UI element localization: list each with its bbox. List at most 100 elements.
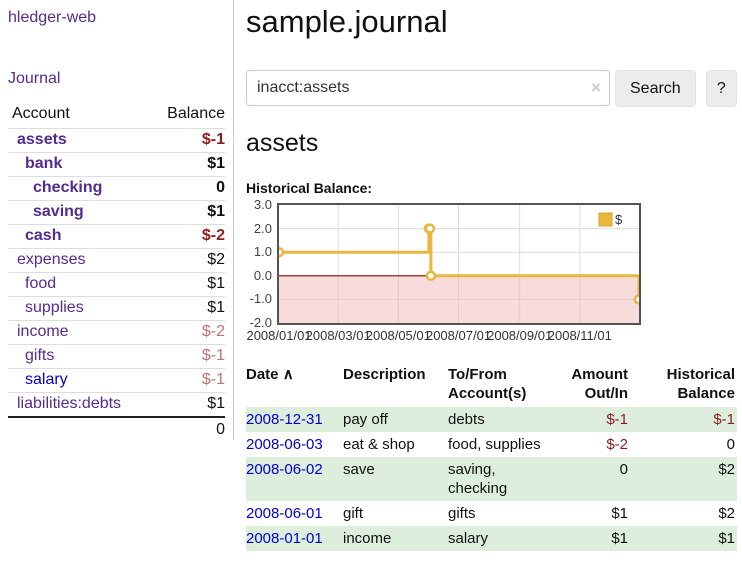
account-link-salary[interactable]: salary — [25, 371, 68, 388]
transaction-balance: $-1 — [713, 411, 735, 428]
y-tick-label: 3.0 — [253, 197, 272, 212]
register-table: Date ∧ Description To/From Account(s) Am… — [246, 365, 737, 551]
register-row[interactable]: 2008-06-02 save saving, checking 0 $2 — [246, 457, 737, 501]
account-row: checking 0 — [8, 176, 225, 200]
account-row: saving $1 — [8, 200, 225, 224]
hledger-web-app: hledger-web Journal Account Balance asse… — [0, 0, 742, 551]
historical-balance-chart: 3.0 2.0 1.0 0.0 -1.0 -2.0 $ 2008/01/01 2008/03… — [246, 198, 737, 351]
account-balance: $1 — [207, 155, 225, 172]
account-balance: $-1 — [201, 371, 225, 388]
transaction-amount: 0 — [619, 461, 628, 478]
sidebar-item-journal[interactable]: Journal — [8, 70, 61, 87]
transaction-balance: $1 — [718, 530, 735, 547]
transaction-date-link[interactable]: 2008-12-31 — [246, 411, 323, 428]
transaction-date-link[interactable]: 2008-06-03 — [246, 436, 323, 453]
transaction-description: income — [343, 530, 392, 547]
transaction-date-link[interactable]: 2008-06-02 — [246, 461, 323, 478]
account-row: bank $1 — [8, 152, 225, 176]
page-title: sample.journal — [246, 4, 448, 39]
account-row: cash $-2 — [8, 224, 225, 248]
x-tick-label: 2008/01/01 — [246, 328, 312, 343]
x-tick-label: 2008/05/01 — [365, 328, 431, 343]
x-tick-label: 2008/09/01 — [487, 328, 553, 343]
register-row[interactable]: 2008-12-31 pay off debts $-1 $-1 — [246, 407, 737, 432]
transaction-accounts: saving, checking — [448, 461, 508, 497]
x-tick-label: 2008/07/01 — [425, 328, 492, 343]
accounts-total-row: 0 — [8, 416, 225, 442]
y-tick-label: 1.0 — [253, 244, 272, 260]
sort-ascending-icon: ∧ — [282, 366, 294, 383]
account-link-income[interactable]: income — [17, 323, 69, 340]
account-link-bank[interactable]: bank — [25, 155, 63, 172]
transaction-accounts: debts — [448, 411, 485, 428]
search-input[interactable] — [246, 70, 610, 106]
account-link-expenses[interactable]: expenses — [17, 251, 86, 268]
account-balance: $1 — [207, 395, 225, 412]
transaction-description: gift — [343, 505, 364, 522]
account-link-checking[interactable]: checking — [33, 179, 103, 196]
account-link-assets[interactable]: assets — [17, 131, 67, 148]
transaction-accounts: gifts — [448, 505, 476, 522]
help-button[interactable]: ? — [705, 70, 737, 107]
transaction-accounts: food, supplies — [448, 436, 541, 453]
register-row[interactable]: 2008-01-01 income salary $1 $1 — [246, 526, 737, 551]
register-row[interactable]: 2008-06-03 eat & shop food, supplies $-2… — [246, 432, 737, 457]
accounts-table-header: Account Balance — [8, 103, 225, 128]
account-balance: $1 — [207, 299, 225, 316]
x-tick-label: 2008/03/01 — [305, 328, 371, 343]
account-link-supplies[interactable]: supplies — [25, 299, 84, 316]
transaction-description: eat & shop — [343, 436, 415, 453]
account-balance: $1 — [207, 275, 225, 292]
account-row: expenses $2 — [8, 248, 225, 272]
search-button[interactable]: Search — [615, 70, 696, 107]
transaction-description: save — [343, 461, 375, 478]
transaction-date-link[interactable]: 2008-06-01 — [246, 505, 323, 522]
account-row: assets $-1 — [8, 128, 225, 152]
account-balance: $2 — [207, 251, 225, 268]
transaction-amount: $1 — [611, 530, 628, 547]
y-tick-label: -1.0 — [249, 291, 272, 307]
transaction-balance: 0 — [726, 436, 735, 453]
sidebar: hledger-web Journal Account Balance asse… — [0, 0, 234, 440]
transaction-balance: $2 — [718, 505, 735, 522]
svg-text:$: $ — [615, 212, 623, 227]
balance-column-header: Balance — [167, 105, 225, 122]
account-row: gifts $-1 — [8, 344, 225, 368]
search-form: × Search ? — [246, 70, 737, 107]
chart-title: Historical Balance: — [246, 180, 373, 196]
balance-column-header: Historical Balance — [666, 366, 735, 402]
account-link-gifts[interactable]: gifts — [25, 347, 55, 364]
account-link-cash[interactable]: cash — [25, 227, 62, 244]
account-link-saving[interactable]: saving — [33, 203, 84, 220]
register-header-row: Date ∧ Description To/From Account(s) Am… — [246, 365, 737, 407]
search-input-wrapper: × — [246, 70, 610, 106]
y-tick-label: 2.0 — [253, 220, 272, 236]
account-balance: $1 — [207, 203, 225, 220]
y-tick-label: -2.0 — [249, 315, 272, 330]
account-balance: $-2 — [201, 227, 225, 244]
account-link-food[interactable]: food — [25, 275, 57, 292]
date-column-header[interactable]: Date ∧ — [246, 366, 294, 383]
account-balance: $-1 — [201, 131, 225, 148]
account-row: income $-2 — [8, 320, 225, 344]
transaction-amount: $-1 — [606, 411, 628, 428]
transaction-accounts: salary — [448, 530, 489, 547]
transaction-date-link[interactable]: 2008-01-01 — [246, 530, 323, 547]
y-tick-label: 0.0 — [253, 267, 272, 283]
account-row: salary $-1 — [8, 368, 225, 392]
account-balance: 0 — [216, 179, 225, 196]
description-column-header: Description — [343, 366, 426, 383]
register-row[interactable]: 2008-06-01 gift gifts $1 $2 — [246, 501, 737, 526]
account-row: supplies $1 — [8, 296, 225, 320]
account-heading: assets — [246, 129, 319, 157]
clear-search-icon[interactable]: × — [591, 78, 601, 97]
accounts-column-header: To/From Account(s) — [448, 366, 527, 402]
transaction-amount: $1 — [611, 505, 628, 522]
accounts-table: Account Balance assets $-1 bank $1 check… — [8, 103, 225, 442]
account-row: food $1 — [8, 272, 225, 296]
transaction-balance: $2 — [718, 461, 735, 478]
main-content: sample.journal × Search ? assets Histori… — [234, 0, 742, 551]
account-row: liabilities:debts $1 — [8, 392, 225, 416]
account-link-liabilities-debts[interactable]: liabilities:debts — [17, 395, 122, 412]
app-title-link[interactable]: hledger-web — [8, 9, 97, 26]
